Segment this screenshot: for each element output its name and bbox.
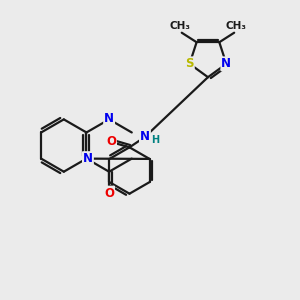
Text: S: S (185, 57, 194, 70)
Text: N: N (221, 57, 231, 70)
Text: N: N (83, 152, 93, 165)
Text: N: N (140, 130, 150, 143)
Text: N: N (104, 112, 114, 125)
Text: O: O (104, 187, 114, 200)
Text: CH₃: CH₃ (225, 21, 246, 31)
Text: CH₃: CH₃ (170, 21, 191, 31)
Text: O: O (106, 136, 116, 148)
Text: H: H (152, 135, 160, 145)
